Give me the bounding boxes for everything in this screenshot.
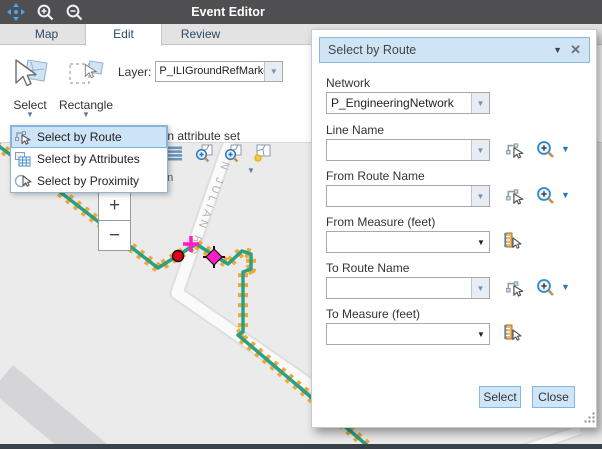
to-route-caret-icon[interactable]: ▼ — [471, 278, 489, 298]
pan-tool-button[interactable] — [6, 2, 26, 22]
panel-resize-grip[interactable] — [583, 411, 596, 424]
road-fragment — [506, 424, 582, 449]
from-measure-select[interactable]: ▼ — [326, 231, 490, 253]
select-by-route-icon — [15, 131, 31, 145]
panel-header[interactable]: Select by Route ▼ ✕ — [319, 37, 590, 63]
layer-select-caret-icon[interactable]: ▼ — [264, 62, 283, 81]
select-button[interactable]: Select — [479, 386, 521, 408]
from-route-zoom-icon[interactable] — [536, 186, 556, 206]
selection-options-caret-icon[interactable]: ▼ — [247, 166, 255, 175]
select-tool-caret-icon[interactable]: ▼ — [26, 110, 34, 119]
select-by-attributes-icon — [15, 152, 31, 167]
from-route-value — [327, 186, 471, 206]
menu-item-select-by-proximity[interactable]: Select by Proximity — [11, 170, 167, 192]
select-by-route-panel: Select by Route ▼ ✕ Network P_Engineerin… — [311, 29, 597, 428]
network-value: P_EngineeringNetwork — [331, 96, 454, 110]
selection-list-icon[interactable] — [165, 143, 185, 163]
to-measure-caret-icon[interactable]: ▼ — [477, 329, 485, 339]
close-button[interactable]: Close — [532, 386, 575, 408]
zoom-out-icon — [66, 4, 82, 20]
line-name-value — [327, 140, 471, 160]
to-measure-select[interactable]: ▼ — [326, 323, 490, 345]
app-title: Event Editor — [191, 5, 265, 19]
to-route-label: To Route Name — [326, 261, 410, 275]
line-name-select[interactable]: ▼ — [326, 139, 490, 161]
line-name-zoom-caret-icon[interactable]: ▼ — [561, 144, 570, 154]
to-route-pick-on-map-icon[interactable] — [505, 278, 525, 298]
marker-magenta-cross[interactable] — [183, 236, 199, 252]
zoom-out-tool-button[interactable] — [64, 2, 84, 22]
to-route-select[interactable]: ▼ — [326, 277, 490, 299]
from-route-zoom-caret-icon[interactable]: ▼ — [561, 190, 570, 200]
menu-item-label: Select by Route — [37, 130, 122, 144]
select-tool-button[interactable]: Select ▼ — [5, 57, 55, 119]
to-route-zoom-icon[interactable] — [536, 278, 556, 298]
from-measure-caret-icon[interactable]: ▼ — [477, 237, 485, 247]
select-dropdown-menu: Select by Route Select by Attributes Sel… — [10, 125, 168, 193]
menu-item-select-by-attributes[interactable]: Select by Attributes — [11, 148, 167, 170]
rectangle-tool-icon — [69, 60, 104, 84]
from-route-select[interactable]: ▼ — [326, 185, 490, 207]
panel-title: Select by Route — [328, 43, 417, 57]
from-measure-pick-icon[interactable] — [503, 231, 523, 251]
pipeline-core — [0, 144, 375, 449]
map-zoom-out-button[interactable]: − — [98, 220, 131, 251]
titlebar: Event Editor — [0, 0, 602, 24]
zoom-in-icon — [37, 4, 53, 20]
network-label: Network — [326, 76, 371, 90]
from-measure-label: From Measure (feet) — [326, 215, 436, 229]
pipeline-route — [0, 140, 380, 449]
rectangle-tool-label: Rectangle — [58, 98, 114, 112]
line-name-caret-icon[interactable]: ▼ — [471, 140, 489, 160]
panel-close-icon[interactable]: ✕ — [570, 42, 581, 57]
select-tool-icon — [15, 59, 48, 87]
select-tool-label: Select — [13, 98, 47, 112]
marker-magenta-diamond[interactable] — [203, 246, 225, 268]
to-measure-pick-icon[interactable] — [503, 323, 523, 343]
marker-red-point[interactable] — [171, 249, 185, 263]
from-route-caret-icon[interactable]: ▼ — [471, 186, 489, 206]
map-zoom-control: + − — [98, 190, 131, 251]
network-caret-icon[interactable]: ▼ — [471, 93, 489, 113]
to-measure-value — [327, 324, 473, 344]
to-measure-label: To Measure (feet) — [326, 307, 421, 321]
zoom-to-selection-icon[interactable] — [194, 143, 214, 163]
tab-edit[interactable]: Edit — [85, 24, 162, 46]
selection-options-icon[interactable] — [252, 143, 272, 163]
zoom-in-tool-button[interactable] — [35, 2, 55, 22]
select-by-proximity-icon — [14, 174, 32, 188]
from-route-label: From Route Name — [326, 169, 425, 183]
line-name-pick-on-map-icon[interactable] — [505, 140, 525, 160]
rectangle-tool-caret-icon[interactable]: ▼ — [82, 110, 90, 119]
network-select[interactable]: P_EngineeringNetwork ▼ — [326, 92, 490, 114]
menu-item-select-by-route[interactable]: Select by Route — [11, 126, 167, 148]
window-bottom-edge — [0, 444, 602, 449]
line-name-label: Line Name — [326, 123, 385, 137]
panel-collapse-icon[interactable]: ▼ — [553, 45, 563, 55]
menu-item-label: Select by Attributes — [37, 152, 140, 166]
line-name-zoom-icon[interactable] — [536, 140, 556, 160]
layer-select[interactable]: P_ILIGroundRefMarkers ▼ — [155, 61, 284, 82]
pan-icon — [7, 3, 25, 21]
from-route-pick-on-map-icon[interactable] — [505, 186, 525, 206]
layer-select-value: P_ILIGroundRefMarkers — [159, 65, 264, 77]
from-measure-value — [327, 232, 473, 252]
tab-review[interactable]: Review — [180, 27, 221, 41]
to-route-value — [327, 278, 471, 298]
menu-item-label: Select by Proximity — [37, 174, 140, 188]
tab-map[interactable]: Map — [34, 27, 59, 41]
to-route-zoom-caret-icon[interactable]: ▼ — [561, 282, 570, 292]
layer-label: Layer: — [118, 64, 152, 79]
pan-to-selection-icon[interactable] — [223, 143, 243, 163]
map-zoom-in-button[interactable]: + — [98, 190, 131, 221]
rectangle-tool-button[interactable]: Rectangle ▼ — [57, 57, 115, 119]
